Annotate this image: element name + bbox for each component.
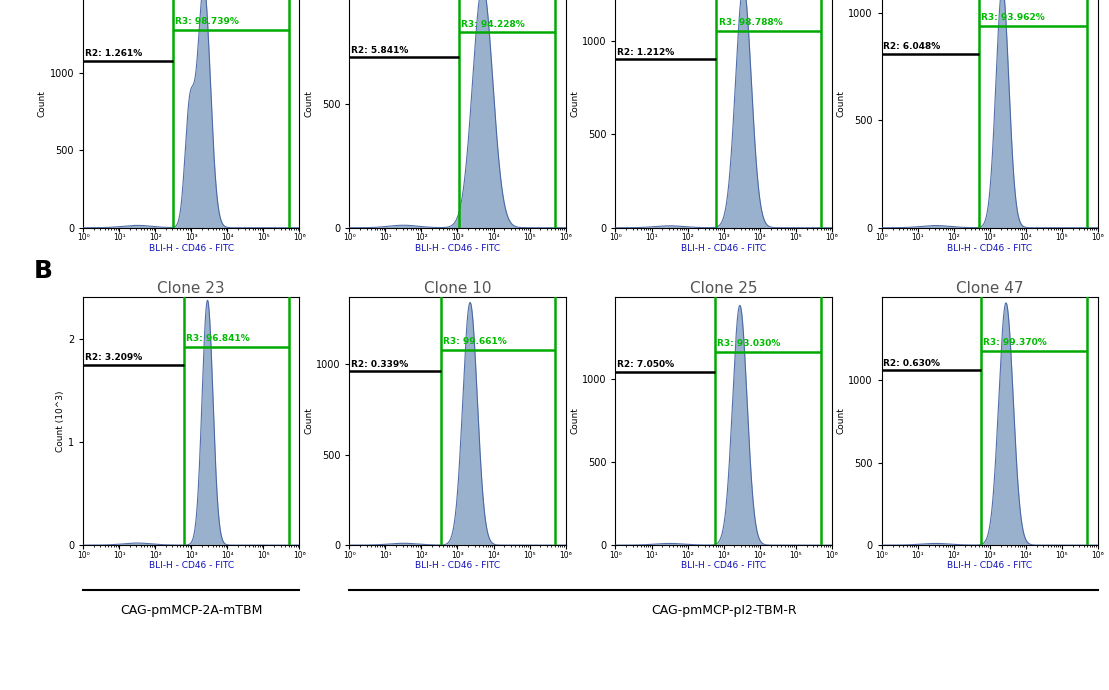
- Y-axis label: Count: Count: [304, 408, 313, 434]
- Title: Clone 47: Clone 47: [956, 281, 1024, 295]
- Y-axis label: Count (10^3): Count (10^3): [57, 390, 65, 452]
- Text: R2: 1.261%: R2: 1.261%: [85, 50, 142, 59]
- Y-axis label: Count: Count: [836, 408, 845, 434]
- Text: R2: 3.209%: R2: 3.209%: [85, 353, 142, 362]
- Text: R2: 1.212%: R2: 1.212%: [618, 48, 674, 57]
- Text: R2: 5.841%: R2: 5.841%: [352, 46, 408, 55]
- Text: R3: 93.030%: R3: 93.030%: [716, 339, 780, 348]
- Title: Clone 10: Clone 10: [424, 281, 491, 295]
- X-axis label: BLI-H - CD46 - FITC: BLI-H - CD46 - FITC: [947, 244, 1032, 253]
- Text: R3: 99.661%: R3: 99.661%: [444, 337, 507, 346]
- Title: Clone 23: Clone 23: [157, 281, 225, 295]
- X-axis label: BLI-H - CD46 - FITC: BLI-H - CD46 - FITC: [415, 244, 500, 253]
- Text: R3: 99.370%: R3: 99.370%: [983, 338, 1047, 347]
- Text: R2: 0.630%: R2: 0.630%: [884, 359, 940, 368]
- Text: R3: 96.841%: R3: 96.841%: [186, 334, 250, 343]
- Text: R2: 0.339%: R2: 0.339%: [352, 359, 408, 368]
- X-axis label: BLI-H - CD46 - FITC: BLI-H - CD46 - FITC: [681, 244, 766, 253]
- Text: R3: 98.739%: R3: 98.739%: [175, 17, 240, 26]
- Y-axis label: Count: Count: [304, 90, 313, 117]
- X-axis label: BLI-H - CD46 - FITC: BLI-H - CD46 - FITC: [149, 561, 234, 570]
- Title: Clone 25: Clone 25: [690, 281, 757, 295]
- Text: CAG-pmMCP-2A-mTBM: CAG-pmMCP-2A-mTBM: [120, 604, 263, 617]
- Y-axis label: Count: Count: [570, 90, 579, 117]
- X-axis label: BLI-H - CD46 - FITC: BLI-H - CD46 - FITC: [681, 561, 766, 570]
- Text: CAG-pmMCP-pI2-TBM-R: CAG-pmMCP-pI2-TBM-R: [651, 604, 796, 617]
- X-axis label: BLI-H - CD46 - FITC: BLI-H - CD46 - FITC: [415, 561, 500, 570]
- Text: R2: 6.048%: R2: 6.048%: [884, 42, 940, 51]
- Y-axis label: Count: Count: [38, 90, 47, 117]
- Text: R3: 98.788%: R3: 98.788%: [719, 19, 782, 28]
- Text: R3: 94.228%: R3: 94.228%: [461, 19, 526, 28]
- X-axis label: BLI-H - CD46 - FITC: BLI-H - CD46 - FITC: [149, 244, 234, 253]
- Y-axis label: Count: Count: [570, 408, 579, 434]
- Text: R2: 7.050%: R2: 7.050%: [618, 360, 674, 369]
- Y-axis label: Count: Count: [836, 90, 845, 117]
- Text: B: B: [33, 259, 52, 283]
- X-axis label: BLI-H - CD46 - FITC: BLI-H - CD46 - FITC: [947, 561, 1032, 570]
- Text: R3: 93.962%: R3: 93.962%: [981, 13, 1045, 22]
